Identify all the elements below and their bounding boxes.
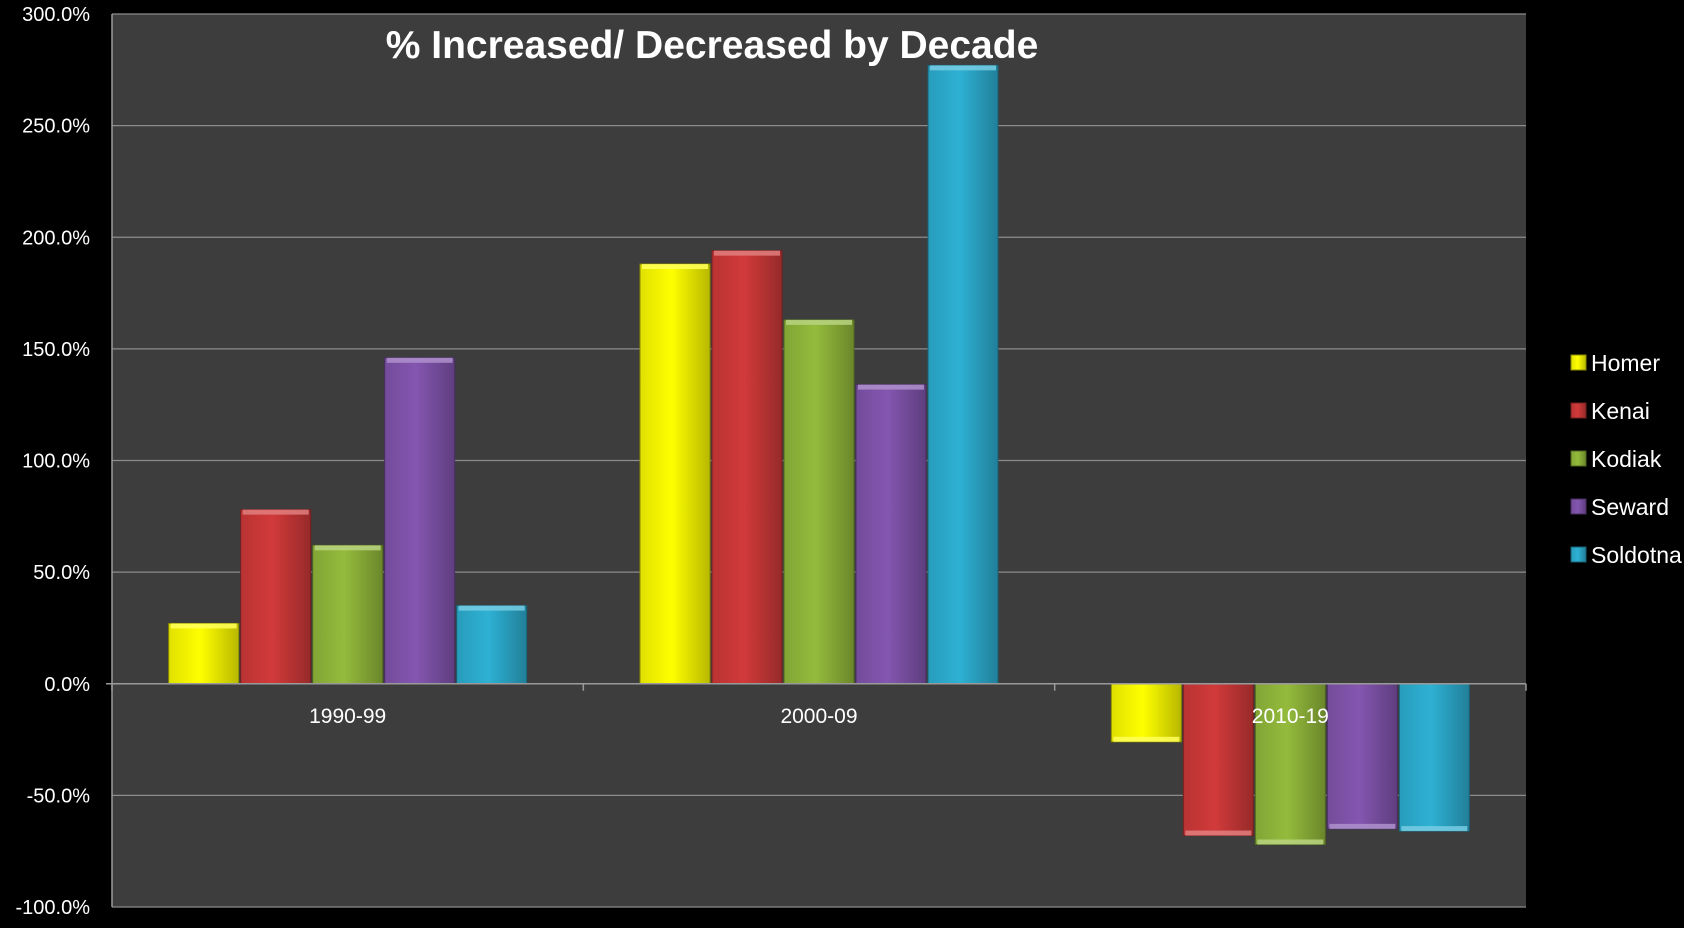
bar-soldotna-1990-99 xyxy=(456,605,528,685)
bar-seward-1990-99 xyxy=(384,357,456,685)
legend-swatch xyxy=(1570,450,1587,467)
bar-seward-2010-19 xyxy=(1326,683,1398,830)
bar-homer-2000-09 xyxy=(639,263,711,685)
bar-kenai-2000-09 xyxy=(711,250,783,685)
bar-bevel xyxy=(1113,736,1180,742)
y-tick-label: 250.0% xyxy=(22,116,90,138)
x-category-label: 2010-19 xyxy=(1252,705,1329,728)
bar-bevel xyxy=(642,264,708,270)
bar-bevel xyxy=(714,250,780,256)
y-tick-label: 0.0% xyxy=(44,674,90,696)
bar-kodiak-1990-99 xyxy=(312,544,384,685)
y-tick-label: 150.0% xyxy=(22,339,90,361)
legend-label: Kenai xyxy=(1591,398,1650,424)
legend-swatch xyxy=(1570,498,1587,515)
y-tick-label: -100.0% xyxy=(16,897,91,919)
bar-bevel xyxy=(242,509,309,515)
bar-soldotna-2010-19 xyxy=(1398,683,1470,832)
y-tick-label: 200.0% xyxy=(22,227,90,249)
legend-swatch xyxy=(1570,354,1587,371)
bar-bevel xyxy=(930,65,996,71)
bar-bevel xyxy=(386,357,453,363)
bar-homer-1990-99 xyxy=(168,622,240,685)
bar-seward-2000-09 xyxy=(855,384,927,685)
y-tick-label: -50.0% xyxy=(27,785,91,807)
legend-swatch xyxy=(1570,402,1587,419)
y-tick-label: 100.0% xyxy=(22,451,90,473)
bar-bevel xyxy=(1185,830,1252,836)
chart-title: % Increased/ Decreased by Decade xyxy=(386,24,1039,67)
bar-bevel xyxy=(1401,826,1468,832)
bar-bevel xyxy=(1257,839,1324,845)
bar-soldotna-2000-09 xyxy=(927,64,999,685)
bar-homer-2010-19 xyxy=(1110,683,1182,743)
legend-label: Soldotna xyxy=(1591,542,1682,568)
bar-bevel xyxy=(458,605,525,611)
legend-label: Kodiak xyxy=(1591,446,1662,472)
bar-kenai-2010-19 xyxy=(1182,683,1254,837)
legend-label: Homer xyxy=(1591,350,1660,376)
y-tick-label: 50.0% xyxy=(33,562,90,584)
bar-kenai-1990-99 xyxy=(240,509,312,685)
x-category-label: 1990-99 xyxy=(309,705,386,728)
bar-kodiak-2000-09 xyxy=(783,319,855,685)
x-category-label: 2000-09 xyxy=(780,705,857,728)
legend: Homer Kenai Kodiak Seward Soldotna xyxy=(1570,350,1682,568)
bar-kodiak-2010-19 xyxy=(1254,683,1326,845)
y-tick-label: 300.0% xyxy=(22,4,90,26)
bar-bevel xyxy=(858,384,924,390)
legend-label: Seward xyxy=(1591,494,1669,520)
bar-bevel xyxy=(786,319,852,325)
bar-bevel xyxy=(1329,823,1396,829)
axes: -100.0% -50.0% 0.0% 50.0% 100.0% 150.0% 200.0%… xyxy=(16,4,1527,919)
bar-bevel xyxy=(170,623,237,629)
bars xyxy=(168,64,1470,845)
bar-bevel xyxy=(314,545,381,551)
legend-swatch xyxy=(1570,546,1587,563)
